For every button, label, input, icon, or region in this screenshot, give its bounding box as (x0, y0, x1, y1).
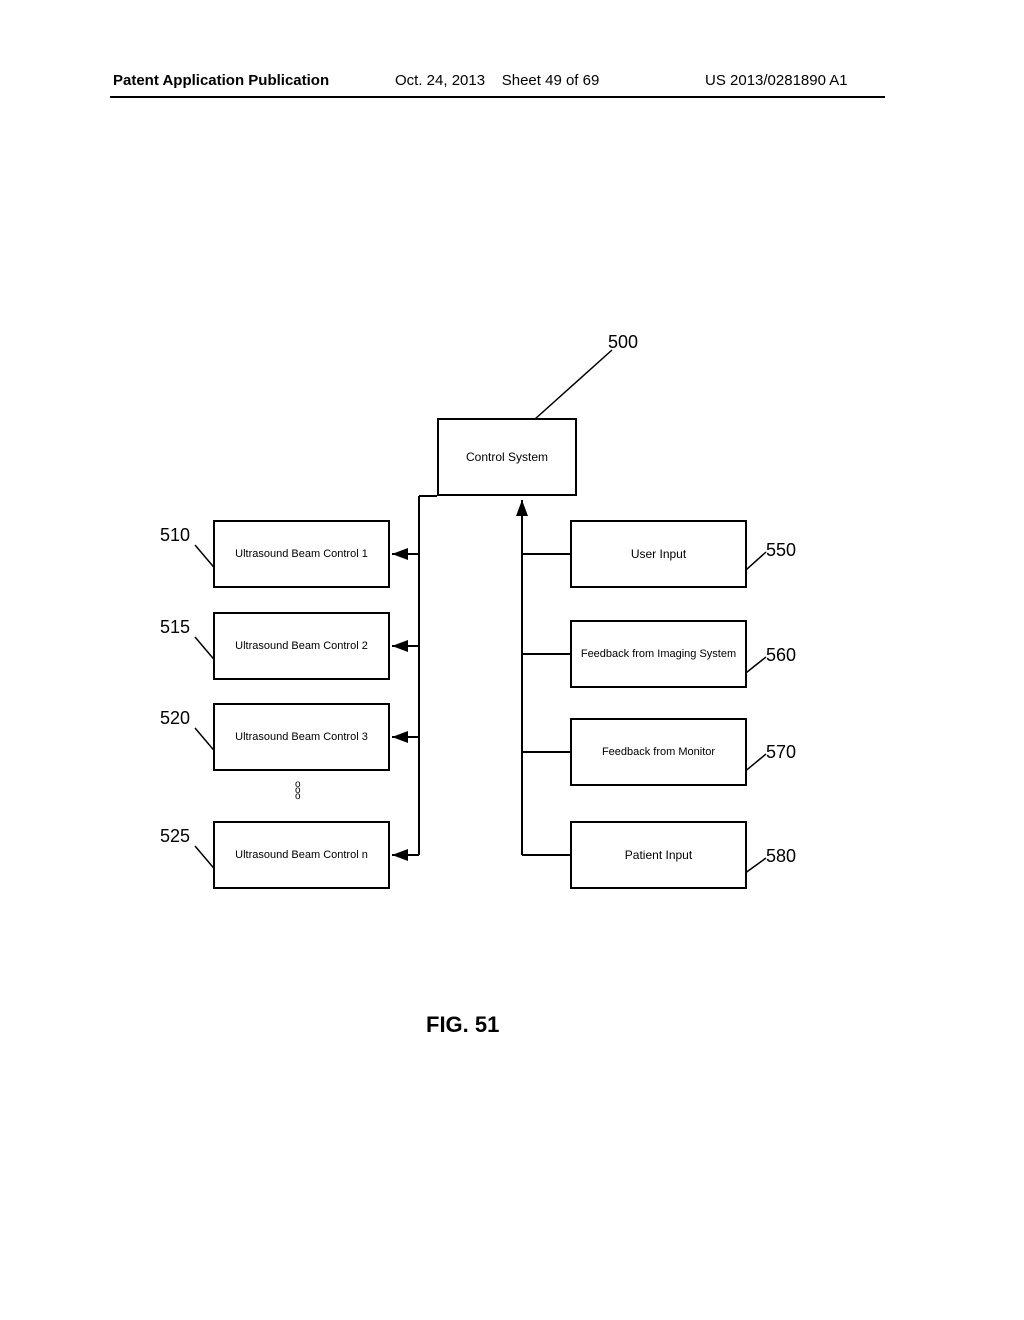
header-publication: Patent Application Publication (113, 72, 329, 89)
header-date: Oct. 24, 2013 (395, 72, 485, 89)
header-pubnum: US 2013/0281890 A1 (705, 72, 848, 89)
box-feedback-monitor: Feedback from Monitor (570, 718, 747, 786)
feedback-monitor-label: Feedback from Monitor (602, 746, 715, 758)
beam3-label: Ultrasound Beam Control 3 (235, 731, 368, 743)
header-rule (110, 96, 885, 98)
box-user-input: User Input (570, 520, 747, 588)
beamn-label: Ultrasound Beam Control n (235, 849, 368, 861)
ref-500: 500 (608, 332, 638, 353)
ref-560: 560 (766, 645, 796, 666)
user-input-label: User Input (631, 547, 686, 561)
ref-510: 510 (160, 525, 190, 546)
header-sheet: Sheet 49 of 69 (502, 72, 600, 89)
ref-570: 570 (766, 742, 796, 763)
patient-input-label: Patient Input (625, 848, 692, 862)
control-system-label: Control System (466, 450, 548, 464)
beam1-label: Ultrasound Beam Control 1 (235, 548, 368, 560)
ref-520: 520 (160, 708, 190, 729)
box-beam-3: Ultrasound Beam Control 3 (213, 703, 390, 771)
box-beam-1: Ultrasound Beam Control 1 (213, 520, 390, 588)
figure-caption: FIG. 51 (426, 1012, 499, 1038)
ellipsis-icon: ooo (295, 782, 301, 800)
header-date-sheet: Oct. 24, 2013 Sheet 49 of 69 (395, 72, 599, 89)
ref-515: 515 (160, 617, 190, 638)
connectors-svg (0, 0, 1024, 1320)
beam2-label: Ultrasound Beam Control 2 (235, 640, 368, 652)
ref-525: 525 (160, 826, 190, 847)
page: Patent Application Publication Oct. 24, … (0, 0, 1024, 1320)
box-feedback-imaging: Feedback from Imaging System (570, 620, 747, 688)
feedback-imaging-label: Feedback from Imaging System (581, 648, 736, 660)
box-control-system: Control System (437, 418, 577, 496)
box-patient-input: Patient Input (570, 821, 747, 889)
box-beam-n: Ultrasound Beam Control n (213, 821, 390, 889)
box-beam-2: Ultrasound Beam Control 2 (213, 612, 390, 680)
ref-580: 580 (766, 846, 796, 867)
ref-550: 550 (766, 540, 796, 561)
